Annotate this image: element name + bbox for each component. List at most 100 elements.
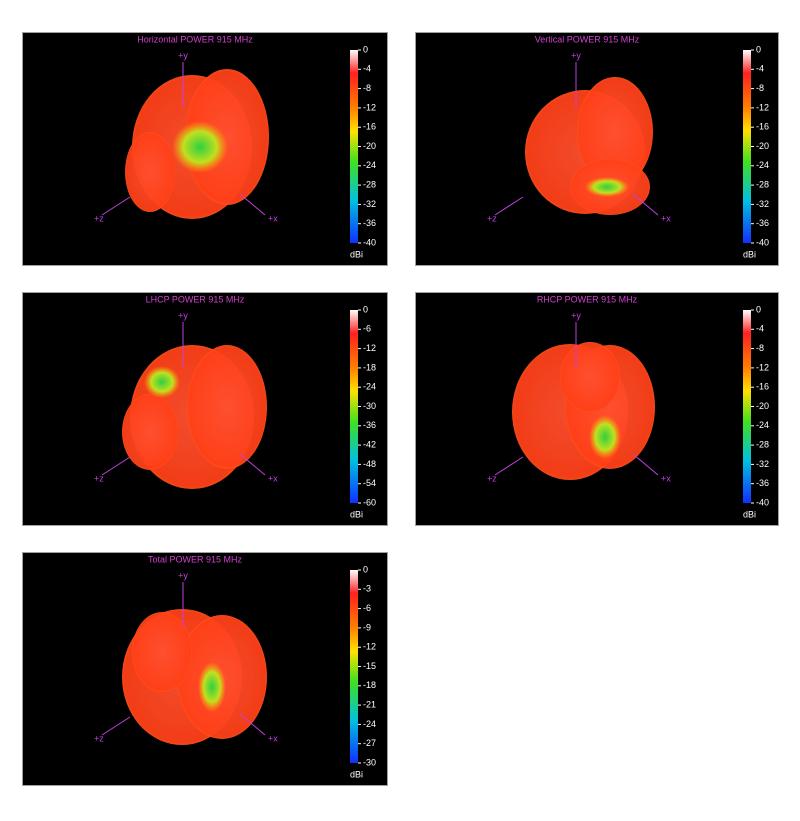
pattern-panel: LHCP POWER 915 MHz +y +x +z 0 -6 -12 -18 -24 -30 -… bbox=[22, 292, 388, 526]
colorbar-tick-label: -8 bbox=[363, 83, 371, 93]
panel-title: RHCP POWER 915 MHz bbox=[537, 294, 638, 304]
axis-label: +z bbox=[94, 473, 104, 483]
axis-x bbox=[239, 193, 266, 216]
axis-label: +y bbox=[571, 50, 581, 60]
colorbar-tick-label: -21 bbox=[363, 699, 376, 709]
colorbar-tick-label: -40 bbox=[363, 237, 376, 247]
axis-x bbox=[239, 713, 266, 736]
colorbar-tick-label: -32 bbox=[363, 199, 376, 209]
pattern-panel: Total POWER 915 MHz +y +x +z 0 -3 -6 -9 -12 -15 -1… bbox=[22, 552, 388, 786]
axis-z bbox=[494, 196, 524, 216]
axis-label: +x bbox=[268, 213, 278, 223]
colorbar-tick-label: -12 bbox=[363, 102, 376, 112]
pattern-lobe bbox=[577, 77, 653, 187]
colorbar-tick-label: -28 bbox=[363, 179, 376, 189]
colorbar-tick-label: -9 bbox=[363, 622, 371, 632]
axis-z bbox=[101, 456, 131, 476]
axis-label: +x bbox=[268, 733, 278, 743]
colorbar-tick-label: -12 bbox=[756, 362, 769, 372]
colorbar-tick-label: -6 bbox=[363, 324, 371, 334]
colorbar-tick-label: -16 bbox=[363, 122, 376, 132]
axis-label: +y bbox=[178, 50, 188, 60]
colorbar-tick-label: -24 bbox=[363, 382, 376, 392]
colorbar-tick-label: -24 bbox=[756, 420, 769, 430]
axis-label: +y bbox=[178, 570, 188, 580]
colorbar-tick-label: -27 bbox=[363, 738, 376, 748]
colorbar-tick-label: 0 bbox=[756, 304, 761, 314]
colorbar-tick-label: -6 bbox=[363, 603, 371, 613]
colorbar-tick-label: -42 bbox=[363, 439, 376, 449]
axis-label: +y bbox=[178, 310, 188, 320]
axis-label: +x bbox=[268, 473, 278, 483]
colorbar-tick-label: -20 bbox=[363, 141, 376, 151]
axis-x bbox=[632, 193, 659, 216]
colorbar-tick-label: -36 bbox=[363, 420, 376, 430]
colorbar-tick-label: -40 bbox=[756, 497, 769, 507]
colorbar-tick-label: 0 bbox=[363, 44, 368, 54]
pattern-lobe bbox=[560, 342, 620, 412]
colorbar bbox=[350, 570, 358, 763]
colorbar-tick-label: -32 bbox=[756, 459, 769, 469]
axis-z bbox=[101, 716, 131, 736]
pattern-lobe bbox=[187, 345, 267, 469]
colorbar bbox=[743, 50, 751, 243]
pattern-lobe bbox=[132, 612, 192, 692]
axis-label: +z bbox=[487, 473, 497, 483]
axis-label: +y bbox=[571, 310, 581, 320]
colorbar-tick-label: -32 bbox=[756, 199, 769, 209]
colorbar-tick-label: -48 bbox=[363, 459, 376, 469]
colorbar-tick-label: -28 bbox=[756, 439, 769, 449]
colorbar-tick-label: 0 bbox=[756, 44, 761, 54]
panel-title: Horizontal POWER 915 MHz bbox=[137, 34, 253, 44]
colorbar-unit: dBi bbox=[743, 509, 756, 519]
colorbar-tick-label: -24 bbox=[363, 719, 376, 729]
axis-label: +z bbox=[487, 213, 497, 223]
colorbar-tick-label: -4 bbox=[756, 64, 764, 74]
pattern-null-region bbox=[144, 366, 180, 398]
colorbar-tick-label: -16 bbox=[756, 382, 769, 392]
colorbar-tick-label: -60 bbox=[363, 497, 376, 507]
colorbar-tick-label: -30 bbox=[363, 401, 376, 411]
colorbar bbox=[350, 50, 358, 243]
axis-z bbox=[101, 196, 131, 216]
axis-label: +z bbox=[94, 213, 104, 223]
colorbar-tick-label: -20 bbox=[756, 401, 769, 411]
colorbar-tick-label: -54 bbox=[363, 478, 376, 488]
colorbar-tick-label: -8 bbox=[756, 343, 764, 353]
pattern-panel: Horizontal POWER 915 MHz +y +x +z 0 -4 -8 -12 -1… bbox=[22, 32, 388, 266]
colorbar-tick-label: -36 bbox=[363, 218, 376, 228]
pattern-null-region bbox=[589, 415, 621, 459]
colorbar-tick-label: 0 bbox=[363, 564, 368, 574]
colorbar-tick-label: -12 bbox=[363, 343, 376, 353]
colorbar-tick-label: -40 bbox=[756, 237, 769, 247]
panel-title: LHCP POWER 915 MHz bbox=[146, 294, 245, 304]
colorbar-unit: dBi bbox=[743, 249, 756, 259]
axis-label: +x bbox=[661, 473, 671, 483]
colorbar-tick-label: -12 bbox=[363, 642, 376, 652]
colorbar-tick-label: -20 bbox=[756, 141, 769, 151]
pattern-lobe bbox=[125, 132, 175, 212]
pattern-null-region bbox=[198, 662, 226, 712]
pattern-panel: Vertical POWER 915 MHz +y +x +z 0 -4 -8 -12 -16 -… bbox=[415, 32, 779, 266]
colorbar-tick-label: -4 bbox=[756, 324, 764, 334]
axis-x bbox=[632, 453, 659, 476]
colorbar-tick-label: -18 bbox=[363, 362, 376, 372]
colorbar-tick-label: -4 bbox=[363, 64, 371, 74]
colorbar-tick-label: -3 bbox=[363, 584, 371, 594]
colorbar-tick-label: -16 bbox=[756, 122, 769, 132]
colorbar bbox=[743, 310, 751, 503]
axis-x bbox=[239, 453, 266, 476]
colorbar-unit: dBi bbox=[350, 249, 363, 259]
colorbar-tick-label: -36 bbox=[756, 478, 769, 488]
pattern-panel: RHCP POWER 915 MHz +y +x +z 0 -4 -8 -12 -16 -20 -2… bbox=[415, 292, 779, 526]
panel-title: Total POWER 915 MHz bbox=[148, 554, 243, 564]
pattern-null-region bbox=[172, 121, 228, 173]
colorbar-tick-label: 0 bbox=[363, 304, 368, 314]
colorbar-tick-label: -18 bbox=[363, 680, 376, 690]
pattern-lobe bbox=[122, 394, 178, 470]
panel-title: Vertical POWER 915 MHz bbox=[535, 34, 640, 44]
axis-label: +z bbox=[94, 733, 104, 743]
colorbar-tick-label: -15 bbox=[363, 661, 376, 671]
colorbar-tick-label: -28 bbox=[756, 179, 769, 189]
